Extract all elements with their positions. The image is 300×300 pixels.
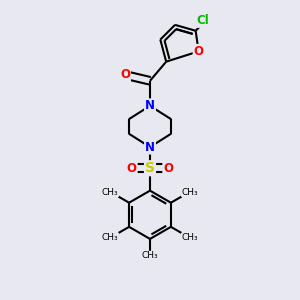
Text: CH₃: CH₃	[102, 233, 118, 242]
Text: N: N	[145, 141, 155, 154]
Text: S: S	[145, 161, 155, 175]
Text: CH₃: CH₃	[182, 233, 198, 242]
Text: CH₃: CH₃	[182, 188, 198, 196]
Text: Cl: Cl	[196, 14, 209, 27]
Text: CH₃: CH₃	[142, 251, 158, 260]
Text: O: O	[194, 45, 204, 58]
Text: O: O	[163, 162, 173, 175]
Text: N: N	[145, 99, 155, 112]
Text: O: O	[127, 162, 137, 175]
Text: CH₃: CH₃	[102, 188, 118, 196]
Text: O: O	[120, 68, 130, 81]
